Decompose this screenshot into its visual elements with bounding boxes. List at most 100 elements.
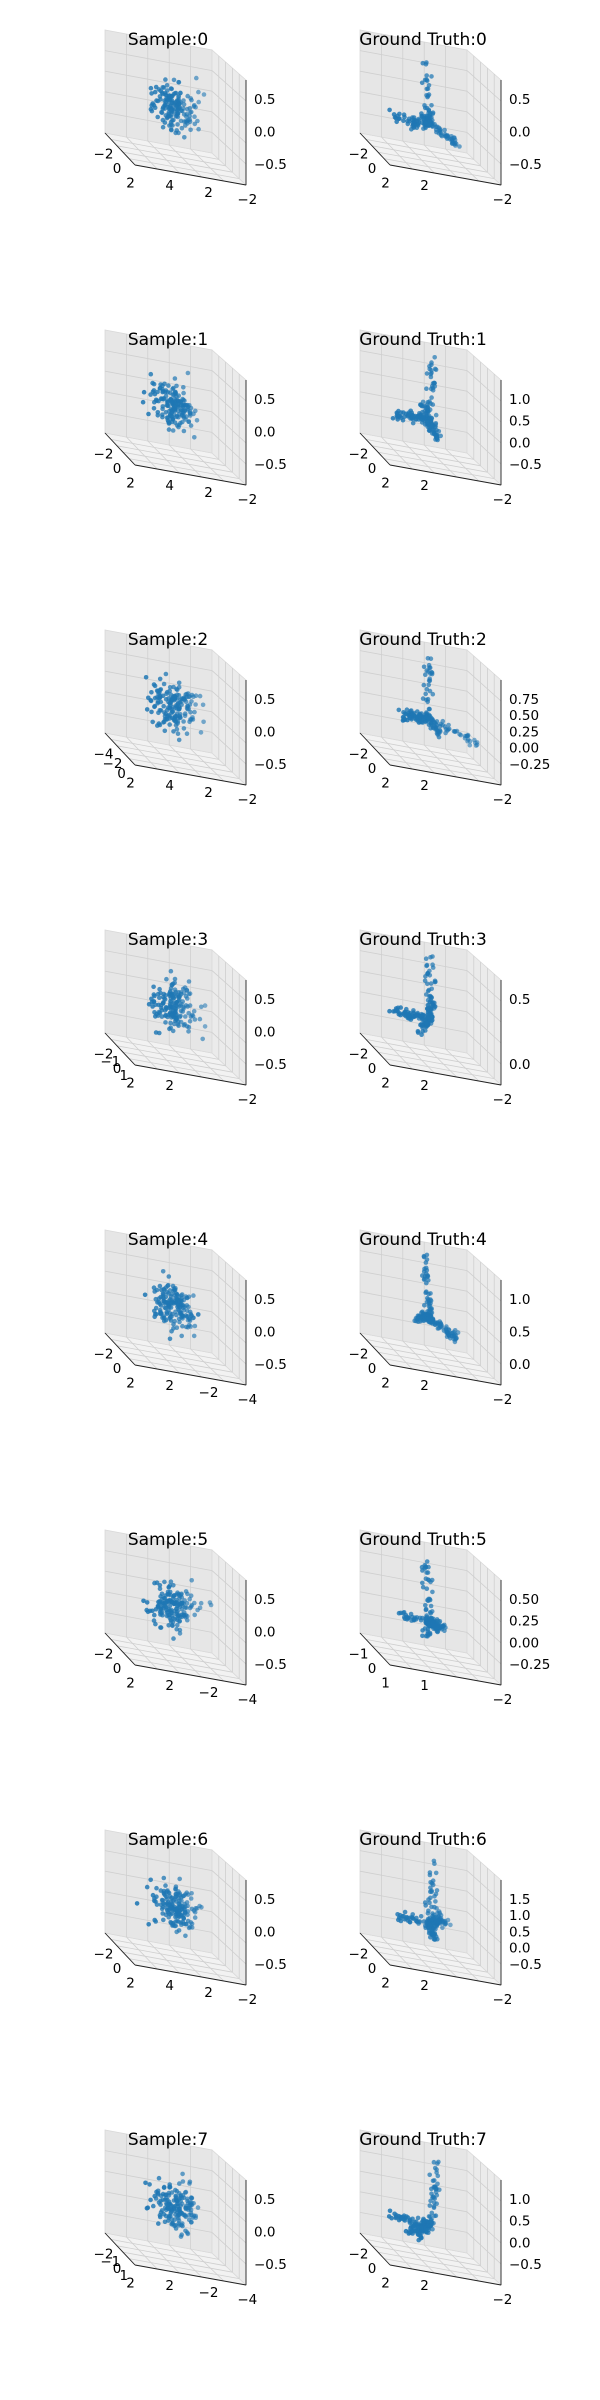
data-point [171,77,177,83]
y-axis-line [134,1064,247,1086]
subplot-title: Sample:5 [128,1530,208,1550]
data-point [147,1608,153,1614]
grid-line [466,690,502,723]
data-point [170,428,176,433]
data-point [430,1017,435,1023]
data-point [431,1937,437,1942]
grid-line [359,1591,468,1613]
grid-line [466,432,502,465]
data-point [449,134,454,139]
data-point [153,1296,159,1302]
data-point [163,1013,168,1018]
grid-line [147,1340,180,1374]
data-point [192,1017,198,1022]
grid-line [168,1044,202,1078]
data-point [156,87,162,92]
data-point [193,2215,198,2220]
data-point [424,73,430,78]
data-point [172,1318,177,1324]
grid-line [116,145,226,167]
data-point [429,2186,434,2192]
data-point [437,127,442,132]
data-point [158,2193,164,2199]
data-point [387,1008,392,1014]
z-tick-label: 1.0 [509,1292,530,1308]
data-point [452,1337,458,1342]
data-point [173,1016,179,1021]
data-point [152,703,158,709]
grid-line [147,1640,180,1674]
z-tick-label: 0.5 [509,2214,530,2230]
data-point [166,699,171,705]
z-tick-label: 0.5 [509,1925,530,1941]
grid-line [383,1958,495,1979]
data-point [194,75,199,81]
data-point [198,730,204,735]
subplot-title: Ground Truth:2 [359,630,487,650]
data-point [415,709,420,714]
grid-line [381,1636,413,1670]
z-tick-label: −0.25 [509,757,550,773]
data-point [174,1610,179,1615]
data-point [423,956,429,961]
x-tick-label: 2 [381,775,390,791]
data-point [182,2213,188,2219]
grid-line [402,1940,435,1974]
grid-line [122,1951,233,1973]
data-point [425,997,431,1003]
x-tick-label: −2 [349,1947,369,1963]
z-tick-label: 1.0 [509,392,530,408]
grid-line [211,1890,247,1923]
y-tick-label: 4 [165,1978,174,1994]
data-point [163,113,169,118]
data-point [420,1584,426,1590]
y-tick-label: −2 [199,2285,219,2301]
data-point [189,1578,194,1583]
data-point [398,1005,404,1010]
grid-line [371,1945,481,1967]
grid-line [147,2240,180,2274]
data-point [432,1904,437,1910]
data-point [428,1895,433,1901]
y-tick-label: 2 [420,1978,429,1994]
y-tick-label: 2 [165,1678,174,1694]
data-point [421,1254,427,1260]
data-point [188,405,194,411]
data-point [426,987,432,993]
grid-line [211,1911,247,1944]
grid-line [116,1345,226,1367]
data-point [156,721,162,726]
data-point [182,1901,187,1907]
data-point [179,2195,185,2201]
grid-line [365,1039,474,1060]
data-point [183,1014,188,1019]
data-point [445,1917,451,1923]
data-point [424,60,429,65]
data-point [425,1911,431,1916]
data-point [165,1598,170,1604]
data-point [423,691,429,697]
data-point [424,710,429,715]
data-point [429,360,434,365]
y-tick-label: 2 [420,2278,429,2294]
data-point [188,423,194,428]
data-point [423,1028,428,1033]
grid-line [423,1944,457,1978]
data-point [435,1326,441,1331]
grid-line [402,440,435,474]
grid-line [359,2170,468,2192]
data-point [163,2207,169,2213]
data-point [436,1321,442,1327]
subplot-title: Sample:2 [128,630,208,650]
x-axis-line [104,1332,136,1366]
data-point [176,2197,181,2203]
data-point [168,998,173,1004]
data-point [151,381,157,387]
data-point [162,1902,168,1907]
data-point [433,1926,438,1932]
grid-line [445,748,480,782]
data-point [152,1917,157,1923]
data-point [176,130,181,136]
data-point [143,675,149,680]
z-tick-label: −0.5 [254,1657,287,1673]
